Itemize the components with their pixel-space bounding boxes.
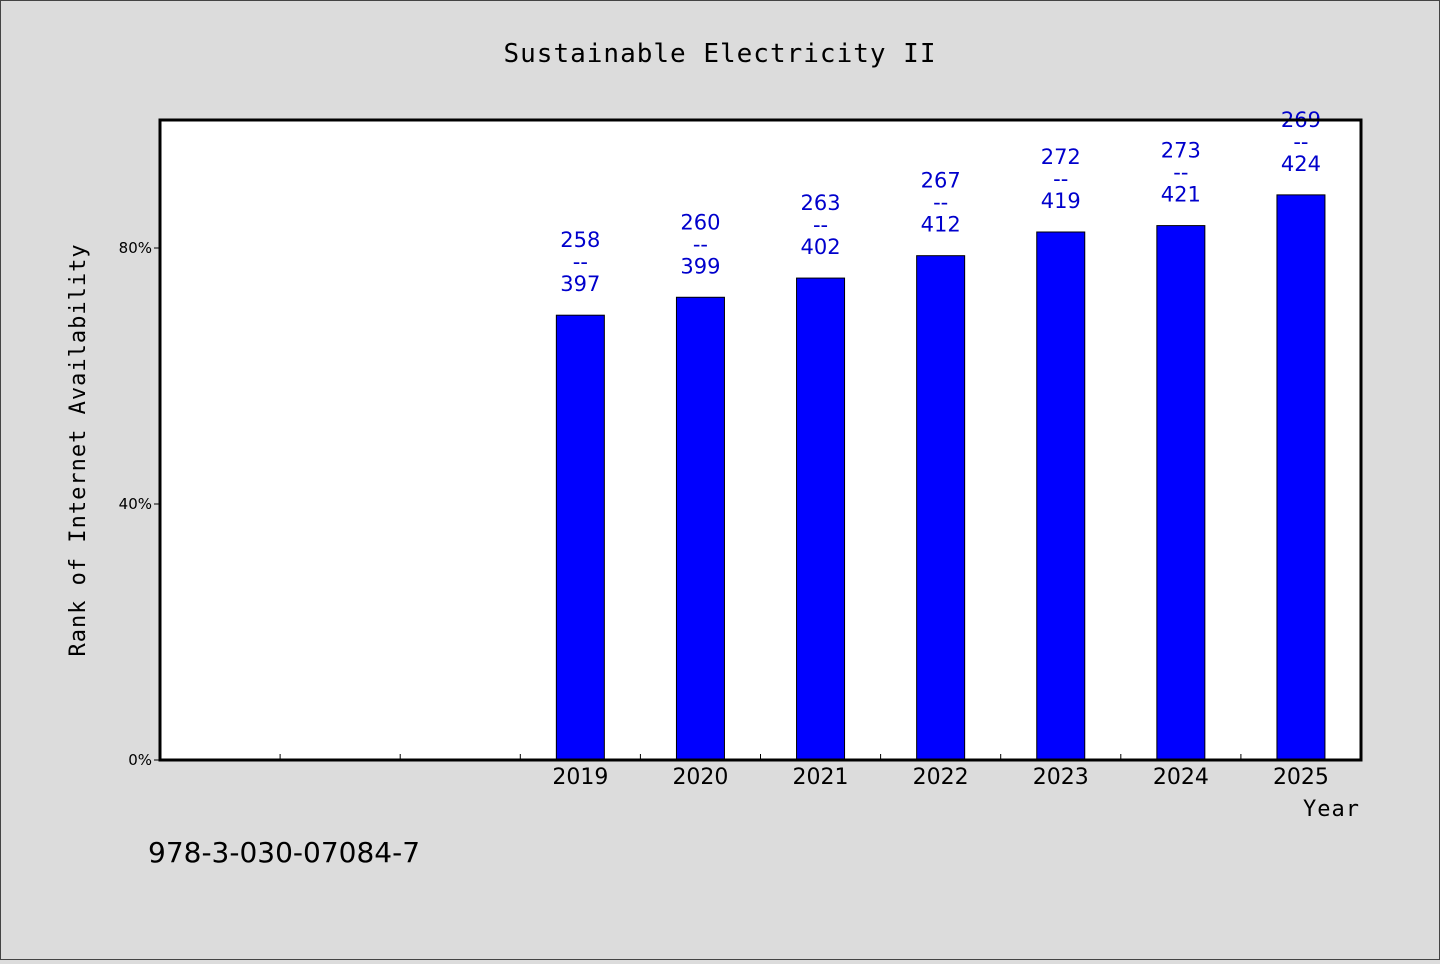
y-tick-label: 80% bbox=[119, 239, 152, 257]
bars bbox=[555, 194, 1326, 761]
y-axis-title: Rank of Internet Availability bbox=[66, 243, 91, 656]
bar bbox=[916, 255, 966, 761]
x-axis-title: Year bbox=[1303, 797, 1360, 822]
y-tick-label: 0% bbox=[128, 751, 152, 769]
y-tick-label: 40% bbox=[119, 495, 152, 513]
data-label: 399 bbox=[680, 254, 720, 278]
isbn-label: 978-3-030-07084-7 bbox=[148, 836, 420, 869]
x-tick-label: 2021 bbox=[793, 765, 849, 790]
data-label: -- bbox=[813, 213, 828, 237]
data-labels: 258--397260--399263--402267--412272--419… bbox=[560, 108, 1321, 296]
data-label: 412 bbox=[921, 213, 961, 237]
x-tick-label: 2024 bbox=[1153, 765, 1209, 790]
bar bbox=[555, 314, 605, 761]
data-label: -- bbox=[1053, 167, 1068, 191]
plot-border bbox=[158, 118, 1363, 762]
data-label: -- bbox=[573, 250, 588, 274]
x-tick-label: 2022 bbox=[913, 765, 969, 790]
data-label: 263 bbox=[801, 191, 841, 215]
x-tick-label: 2020 bbox=[672, 765, 728, 790]
data-label: 402 bbox=[801, 235, 841, 259]
data-label: -- bbox=[933, 191, 948, 215]
bar bbox=[675, 296, 725, 761]
bar bbox=[1036, 231, 1086, 761]
data-label: 424 bbox=[1281, 152, 1321, 176]
data-label: 419 bbox=[1041, 189, 1081, 213]
chart-title: Sustainable Electricity II bbox=[504, 39, 937, 69]
bar bbox=[1156, 225, 1206, 761]
data-label: 258 bbox=[560, 228, 600, 252]
data-label: 273 bbox=[1161, 139, 1201, 163]
data-label: 272 bbox=[1041, 145, 1081, 169]
data-label: 267 bbox=[921, 169, 961, 193]
data-label: -- bbox=[1173, 161, 1188, 185]
x-axis-tick-labels: 2019 2020 2021 2022 2023 2024 2025 bbox=[552, 765, 1329, 790]
data-label: 397 bbox=[560, 272, 600, 296]
bar bbox=[1276, 194, 1326, 761]
data-label: 421 bbox=[1161, 183, 1201, 207]
data-label: -- bbox=[693, 232, 708, 256]
x-tick-label: 2025 bbox=[1273, 765, 1329, 790]
bar bbox=[796, 277, 846, 761]
y-axis-ticks: 0% 40% 80% bbox=[119, 239, 160, 769]
data-label: 260 bbox=[680, 210, 720, 234]
x-tick-label: 2019 bbox=[552, 765, 608, 790]
data-label: -- bbox=[1293, 130, 1308, 154]
x-tick-label: 2023 bbox=[1033, 765, 1089, 790]
